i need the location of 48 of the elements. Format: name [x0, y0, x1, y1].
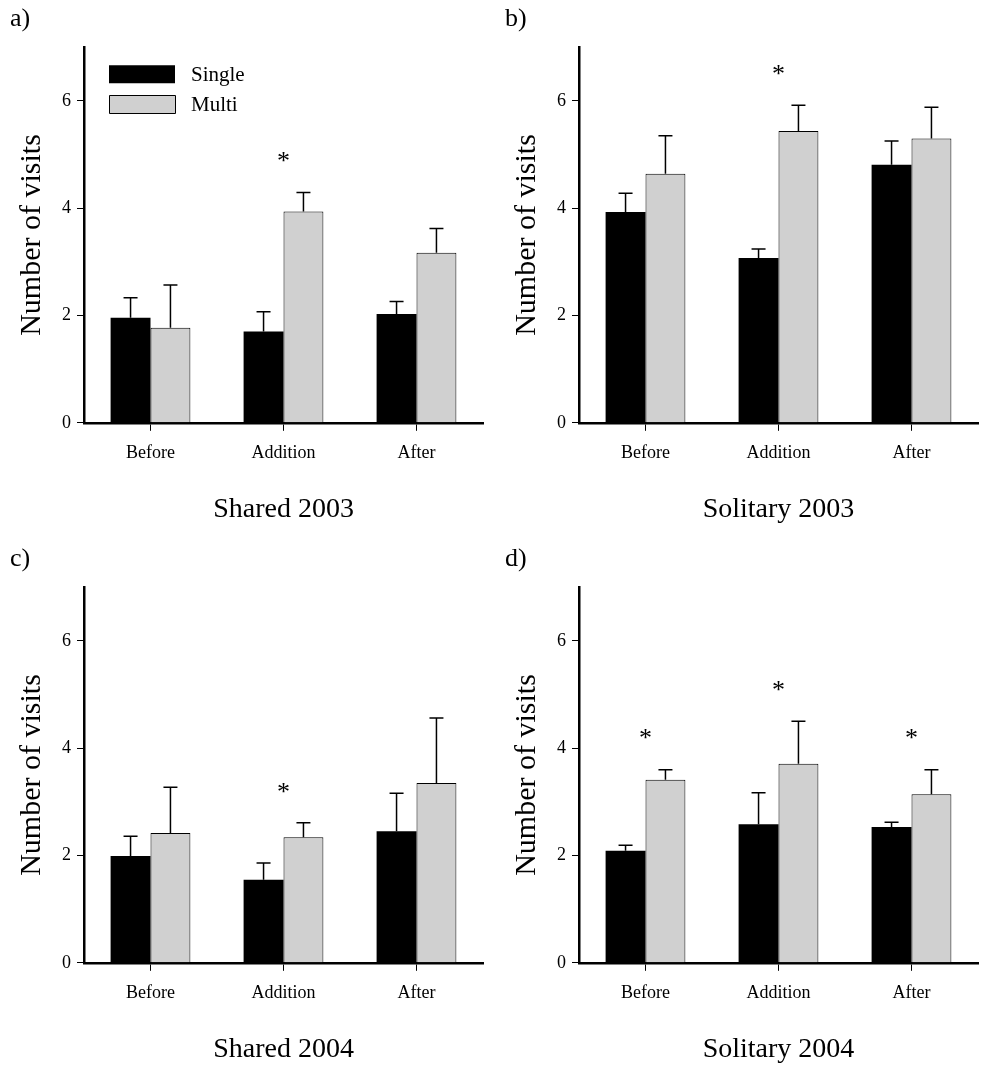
- chart-title: c): [10, 543, 31, 573]
- chart-title: a): [10, 3, 31, 33]
- annotation: *: [639, 723, 652, 753]
- x-tick-label: Addition: [251, 442, 316, 463]
- y-tick-label: 6: [62, 89, 71, 110]
- y-tick-label: 2: [62, 304, 71, 325]
- y-axis-title: Number of visits: [507, 674, 541, 876]
- y-tick-label: 4: [62, 736, 71, 757]
- y-tick-label: 0: [62, 411, 71, 432]
- annotation: *: [772, 675, 785, 705]
- chart-title: b): [505, 3, 527, 33]
- legend-label: Multi: [191, 91, 238, 116]
- x-axis-title: Solitary 2003: [702, 491, 855, 523]
- chart-title: d): [505, 543, 527, 573]
- x-tick-label: Before: [621, 982, 670, 1003]
- y-tick-label: 4: [557, 196, 566, 217]
- y-tick-label: 6: [557, 629, 566, 650]
- x-tick-label: Addition: [251, 982, 316, 1003]
- x-axis-title: Solitary 2004: [702, 1031, 855, 1063]
- x-tick-label: After: [397, 442, 436, 463]
- y-tick-label: 6: [62, 629, 71, 650]
- x-tick-label: Addition: [746, 442, 811, 463]
- x-tick-label: Before: [126, 442, 175, 463]
- annotation: *: [905, 723, 918, 753]
- y-tick-label: 2: [557, 304, 566, 325]
- x-tick-label: Before: [126, 982, 175, 1003]
- x-axis-title: Shared 2004: [213, 1031, 354, 1063]
- y-tick-label: 0: [557, 411, 566, 432]
- y-tick-label: 0: [557, 951, 566, 972]
- x-tick-label: After: [892, 982, 931, 1003]
- annotation: *: [772, 58, 785, 88]
- y-axis-title: Number of visits: [12, 134, 46, 336]
- y-tick-label: 4: [62, 196, 71, 217]
- x-tick-label: Addition: [746, 982, 811, 1003]
- x-tick-label: After: [397, 982, 436, 1003]
- y-tick-label: 2: [62, 844, 71, 865]
- y-axis-title: Number of visits: [507, 134, 541, 336]
- annotation: *: [277, 146, 290, 176]
- annotation: *: [277, 776, 290, 806]
- y-tick-label: 0: [62, 951, 71, 972]
- legend-label: Single: [191, 61, 245, 86]
- y-tick-label: 6: [557, 89, 566, 110]
- x-tick-label: Before: [621, 442, 670, 463]
- x-tick-label: After: [892, 442, 931, 463]
- y-axis-title: Number of visits: [12, 674, 46, 876]
- x-axis-title: Shared 2003: [213, 491, 354, 523]
- y-tick-label: 4: [557, 736, 566, 757]
- y-tick-label: 2: [557, 844, 566, 865]
